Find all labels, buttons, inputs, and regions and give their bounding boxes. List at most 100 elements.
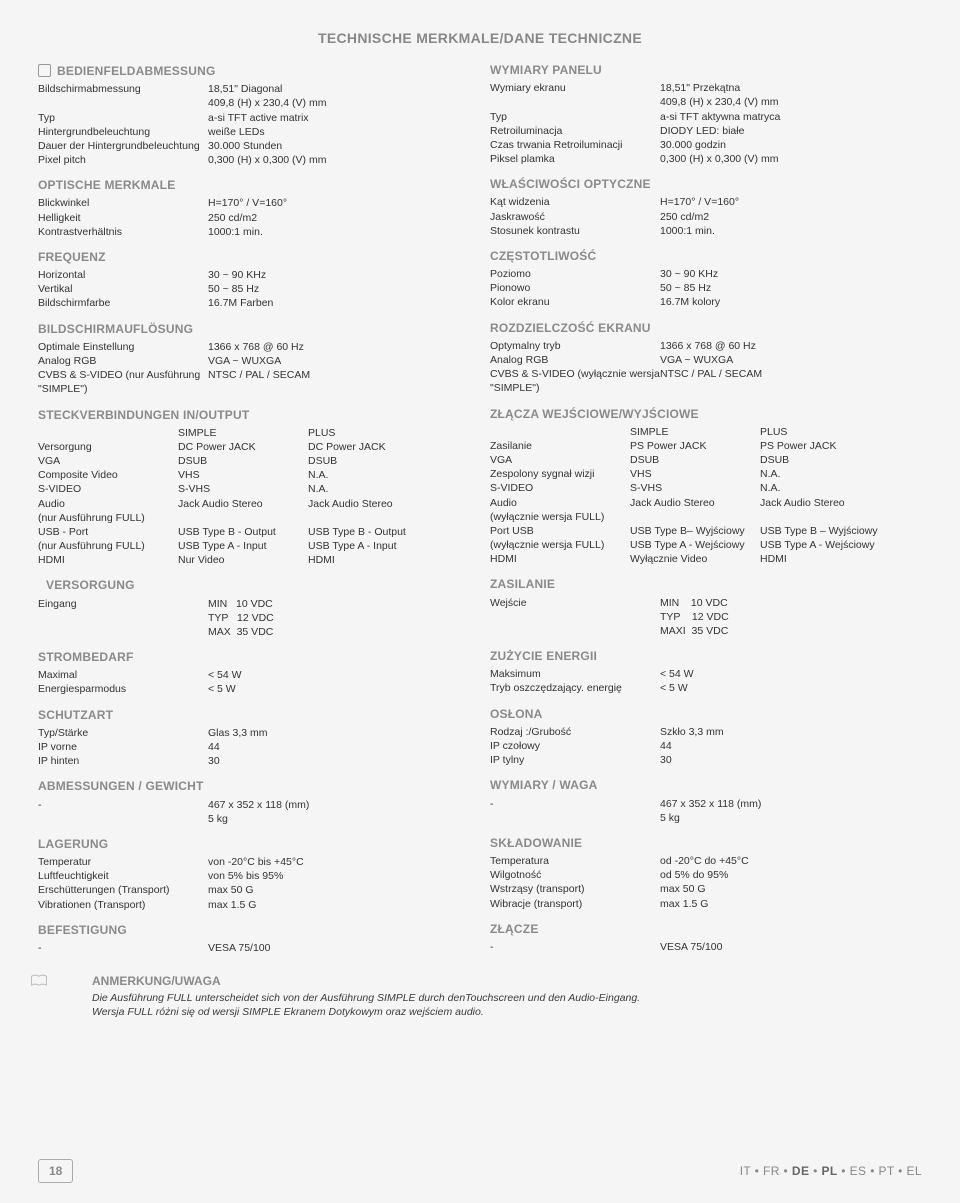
spec-value: 50 ~ 85 Hz xyxy=(660,281,922,295)
spec-row: EingangMIN 10 VDC xyxy=(38,597,470,611)
io-value: PLUS xyxy=(760,425,922,439)
section-heading: ABMESSUNGEN / GEWICHT xyxy=(38,778,470,794)
io-row: VGADSUBDSUB xyxy=(38,454,470,468)
io-value: N.A. xyxy=(308,468,470,482)
spec-row: Luftfeuchtigkeitvon 5% bis 95% xyxy=(38,869,470,883)
spec-label: CVBS & S-VIDEO (wyłącznie wersja xyxy=(490,367,660,381)
spec-label: Vibrationen (Transport) xyxy=(38,898,208,912)
spec-row: Typa-si TFT aktywna matryca xyxy=(490,110,922,124)
spec-label: Analog RGB xyxy=(490,353,660,367)
note-box: ANMERKUNG/UWAGA Die Ausführung FULL unte… xyxy=(92,973,922,1020)
spec-label: Wstrząsy (transport) xyxy=(490,882,660,896)
spec-row: Energiesparmodus< 5 W xyxy=(38,682,470,696)
language-list: IT • FR • DE • PL • ES • PT • EL xyxy=(740,1164,922,1178)
spec-row: -VESA 75/100 xyxy=(490,940,922,954)
spec-label: Kolor ekranu xyxy=(490,295,660,309)
spec-row: -467 x 352 x 118 (mm) xyxy=(38,798,470,812)
io-row: USB - PortUSB Type B - OutputUSB Type B … xyxy=(38,525,470,539)
spec-value: 0,300 (H) x 0,300 (V) mm xyxy=(660,152,922,166)
spec-value: MIN 10 VDC xyxy=(208,597,470,611)
io-value: DSUB xyxy=(178,454,308,468)
spec-row: Maksimum< 54 W xyxy=(490,667,922,681)
spec-value: 44 xyxy=(208,740,470,754)
spec-row: Wymiary ekranu18,51" Przekątna xyxy=(490,81,922,95)
spec-value: 30.000 godzin xyxy=(660,138,922,152)
io-label xyxy=(490,425,630,439)
section-heading: ZASILANIE xyxy=(490,576,922,592)
io-row: SIMPLEPLUS xyxy=(490,425,922,439)
spec-row: Czas trwania Retroiluminacji30.000 godzi… xyxy=(490,138,922,152)
spec-label xyxy=(490,624,660,638)
io-value xyxy=(178,511,308,525)
spec-value: 30 xyxy=(660,753,922,767)
io-value: DC Power JACK xyxy=(178,440,308,454)
spec-value: weiße LEDs xyxy=(208,125,470,139)
io-value: Jack Audio Stereo xyxy=(630,496,760,510)
spec-value: 16.7M kolory xyxy=(660,295,922,309)
spec-label: - xyxy=(38,798,208,812)
spec-row: Erschütterungen (Transport)max 50 G xyxy=(38,883,470,897)
spec-label xyxy=(490,610,660,624)
spec-label: Vertikal xyxy=(38,282,208,296)
spec-row: Piksel plamka0,300 (H) x 0,300 (V) mm xyxy=(490,152,922,166)
spec-label: Horizontal xyxy=(38,268,208,282)
spec-label xyxy=(38,812,208,826)
spec-row: Kąt widzeniaH=170° / V=160° xyxy=(490,195,922,209)
spec-value: Glas 3,3 mm xyxy=(208,726,470,740)
io-value: USB Type B– Wyjściowy xyxy=(630,524,760,538)
io-label: Audio xyxy=(38,497,178,511)
spec-row: Horizontal30 ~ 90 KHz xyxy=(38,268,470,282)
section-heading: OSŁONA xyxy=(490,706,922,722)
spec-row: Typ/StärkeGlas 3,3 mm xyxy=(38,726,470,740)
spec-value: TYP 12 VDC xyxy=(208,611,470,625)
spec-row: MAX 35 VDC xyxy=(38,625,470,639)
spec-label: Stosunek kontrastu xyxy=(490,224,660,238)
spec-label: IP tylny xyxy=(490,753,660,767)
spec-row: Helligkeit250 cd/m2 xyxy=(38,211,470,225)
spec-value: 409,8 (H) x 230,4 (V) mm xyxy=(660,95,922,109)
io-label: Versorgung xyxy=(38,440,178,454)
io-value: USB Type A - Wejściowy xyxy=(630,538,760,552)
section-heading: VERSORGUNG xyxy=(38,577,470,593)
spec-label: Helligkeit xyxy=(38,211,208,225)
spec-label: Czas trwania Retroiluminacji xyxy=(490,138,660,152)
spec-value: 30 ~ 90 KHz xyxy=(208,268,470,282)
spec-row: Kontrastverhältnis1000:1 min. xyxy=(38,225,470,239)
spec-value: NTSC / PAL / SECAM xyxy=(660,367,922,381)
spec-label: Eingang xyxy=(38,597,208,611)
spec-label: Piksel plamka xyxy=(490,152,660,166)
spec-row: Bildschirmabmessung18,51" Diagonal xyxy=(38,82,470,96)
spec-label: "SIMPLE") xyxy=(490,381,660,395)
io-row: Zespolony sygnał wizjiVHSN.A. xyxy=(490,467,922,481)
spec-label: Jaskrawość xyxy=(490,210,660,224)
io-label: Audio xyxy=(490,496,630,510)
io-value: N.A. xyxy=(308,482,470,496)
spec-value: max 1.5 G xyxy=(660,897,922,911)
spec-value: 1000:1 min. xyxy=(208,225,470,239)
io-label: S-VIDEO xyxy=(38,482,178,496)
spec-value: a-si TFT aktywna matryca xyxy=(660,110,922,124)
spec-row: Jaskrawość250 cd/m2 xyxy=(490,210,922,224)
spec-label: - xyxy=(490,940,660,954)
io-value: USB Type B - Output xyxy=(178,525,308,539)
io-row: (nur Ausführung FULL) xyxy=(38,511,470,525)
spec-label: Maksimum xyxy=(490,667,660,681)
io-row: (wyłącznie wersja FULL) xyxy=(490,510,922,524)
io-value: Nur Video xyxy=(178,553,308,567)
spec-row: TYP 12 VDC xyxy=(490,610,922,624)
io-label: Zasilanie xyxy=(490,439,630,453)
spec-label: Typ xyxy=(38,111,208,125)
spec-label: Optimale Einstellung xyxy=(38,340,208,354)
spec-row: IP hinten30 xyxy=(38,754,470,768)
spec-row: Wilgotnośćod 5% do 95% xyxy=(490,868,922,882)
spec-row: WejścieMIN 10 VDC xyxy=(490,596,922,610)
spec-value: 1366 x 768 @ 60 Hz xyxy=(660,339,922,353)
spec-value: 467 x 352 x 118 (mm) xyxy=(660,797,922,811)
spec-value: Szkło 3,3 mm xyxy=(660,725,922,739)
spec-label: Kontrastverhältnis xyxy=(38,225,208,239)
spec-value xyxy=(660,381,922,395)
spec-label: Luftfeuchtigkeit xyxy=(38,869,208,883)
spec-label: Poziomo xyxy=(490,267,660,281)
spec-row: TYP 12 VDC xyxy=(38,611,470,625)
io-label: Composite Video xyxy=(38,468,178,482)
